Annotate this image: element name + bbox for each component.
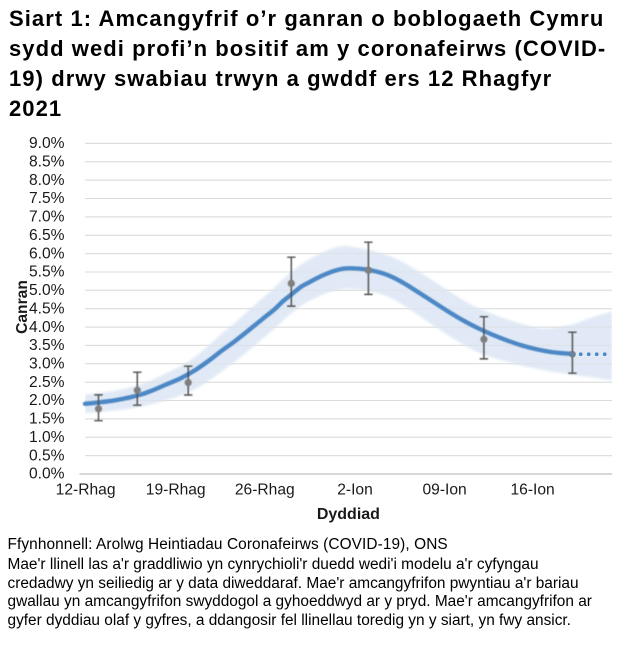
svg-text:8.0%: 8.0% <box>29 172 65 189</box>
svg-text:4.5%: 4.5% <box>29 300 65 317</box>
svg-text:7.0%: 7.0% <box>29 209 65 226</box>
svg-text:Canran: Canran <box>14 280 31 334</box>
svg-text:2.5%: 2.5% <box>29 374 65 391</box>
svg-text:4.0%: 4.0% <box>29 319 65 336</box>
svg-text:9.0%: 9.0% <box>29 135 65 152</box>
svg-text:Dyddiad: Dyddiad <box>317 506 380 523</box>
svg-text:26-Rhag: 26-Rhag <box>235 482 295 499</box>
svg-text:5.0%: 5.0% <box>29 282 65 299</box>
svg-text:6.5%: 6.5% <box>29 227 65 244</box>
svg-text:12-Rhag: 12-Rhag <box>56 482 116 499</box>
svg-text:1.5%: 1.5% <box>29 411 65 428</box>
svg-text:19-Rhag: 19-Rhag <box>146 482 206 499</box>
svg-text:09-Ion: 09-Ion <box>422 482 466 499</box>
svg-text:0.5%: 0.5% <box>29 447 65 464</box>
svg-text:7.5%: 7.5% <box>29 190 65 207</box>
svg-text:2.0%: 2.0% <box>29 392 65 409</box>
svg-text:1.0%: 1.0% <box>29 429 65 446</box>
svg-text:2-Ion: 2-Ion <box>337 482 373 499</box>
svg-text:0.0%: 0.0% <box>29 466 65 483</box>
svg-text:3.5%: 3.5% <box>29 337 65 354</box>
svg-text:5.5%: 5.5% <box>29 264 65 281</box>
svg-text:16-Ion: 16-Ion <box>510 482 554 499</box>
svg-text:3.0%: 3.0% <box>29 356 65 373</box>
svg-text:6.0%: 6.0% <box>29 245 65 262</box>
svg-text:8.5%: 8.5% <box>29 154 65 171</box>
